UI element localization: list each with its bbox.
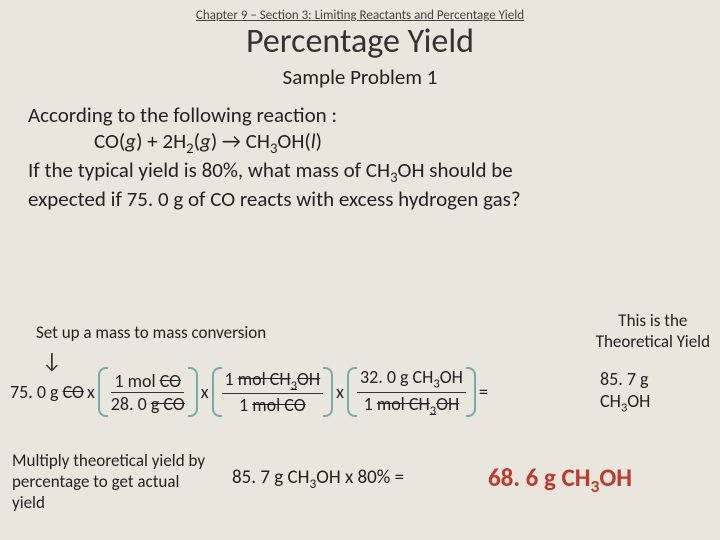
bracket-icon xyxy=(323,367,333,417)
final-equation: 85. 7 g CH3OH x 80% = xyxy=(232,466,404,492)
bracket-icon xyxy=(347,367,357,417)
bracket-icon xyxy=(212,367,222,417)
subtitle: Sample Problem 1 xyxy=(0,64,720,90)
hint-multiply: Multiply theoretical yield by percentage… xyxy=(12,450,212,513)
problem-line-2: If the typical yield is 80%, what mass o… xyxy=(28,157,692,186)
fraction-2: 1 mol CH3OH 1 mol CO xyxy=(222,368,324,417)
bracket-icon xyxy=(466,367,476,417)
times-icon: x xyxy=(87,381,95,403)
final-answer: 68. 6 g CH3OH xyxy=(488,462,632,497)
fraction-3: 32. 0 g CH3OH 1 mol CH3OH xyxy=(357,366,466,418)
chapter-header: Chapter 9 – Section 3: Limiting Reactant… xyxy=(0,0,720,23)
times-icon: x xyxy=(201,381,209,403)
theoretical-yield-label: This is theTheoretical Yield xyxy=(596,310,710,352)
hint-conversion: Set up a mass to mass conversion xyxy=(36,322,266,343)
theoretical-yield-value: 85. 7 g CH3OH xyxy=(600,368,650,416)
start-value: 75. 0 g CO xyxy=(10,381,84,403)
times-icon: x xyxy=(336,381,344,403)
bracket-icon xyxy=(98,367,108,417)
equals-icon: = xyxy=(479,381,488,403)
bracket-icon xyxy=(188,367,198,417)
fraction-1: 1 mol CO 28. 0 g CO xyxy=(108,370,188,415)
problem-line-3: expected if 75. 0 g of CO reacts with ex… xyxy=(28,186,692,212)
dimensional-analysis: 75. 0 g CO x 1 mol CO 28. 0 g CO x 1 mol… xyxy=(10,366,491,418)
page-title: Percentage Yield xyxy=(0,21,720,62)
problem-line-1: According to the following reaction : xyxy=(28,102,692,128)
reaction-equation: CO(g) + 2H2(g) → CH3OH(l) xyxy=(94,128,692,157)
problem-text: According to the following reaction : CO… xyxy=(0,102,720,212)
